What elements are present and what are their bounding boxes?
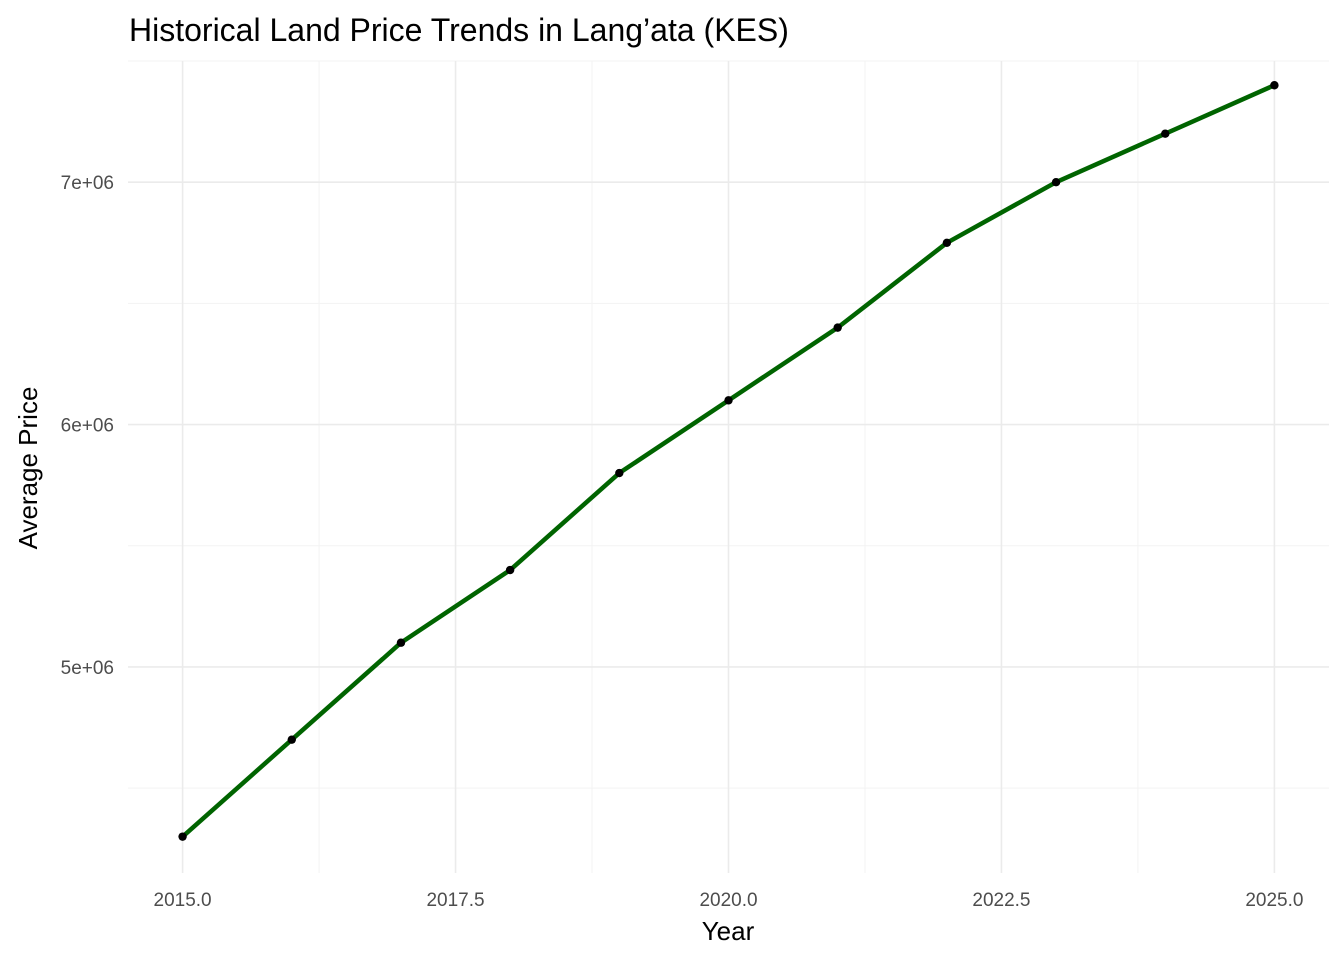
x-tick-label: 2025.0 [1245,890,1303,911]
data-point [615,468,624,478]
y-tick-label: 5e+06 [61,658,114,679]
y-tick-label: 7e+06 [61,173,114,194]
data-point [505,565,515,575]
grid [128,60,1329,873]
data-point [1161,129,1170,138]
x-tick-label: 2017.5 [426,890,484,911]
x-tick-label: 2020.0 [699,890,757,911]
series-layer [178,81,1279,841]
y-axis-ticks: 5e+06 6e+06 7e+06 [61,173,114,679]
data-point [724,396,733,405]
y-axis-title: Average Price [13,387,43,550]
data-point [1051,177,1061,187]
chart-title: Historical Land Price Trends in Lang’ata… [129,12,789,48]
data-point [833,323,842,332]
data-point [942,238,952,247]
data-point [1270,81,1279,90]
data-point [178,832,187,841]
x-axis-title: Year [702,916,755,946]
y-tick-label: 6e+06 [61,416,114,437]
x-axis-ticks: 2015.0 2017.5 2020.0 2022.5 2025.0 [154,890,1304,911]
data-point [287,735,296,744]
data-point [396,638,406,647]
x-tick-label: 2015.0 [154,890,212,911]
x-tick-label: 2022.5 [972,890,1030,911]
